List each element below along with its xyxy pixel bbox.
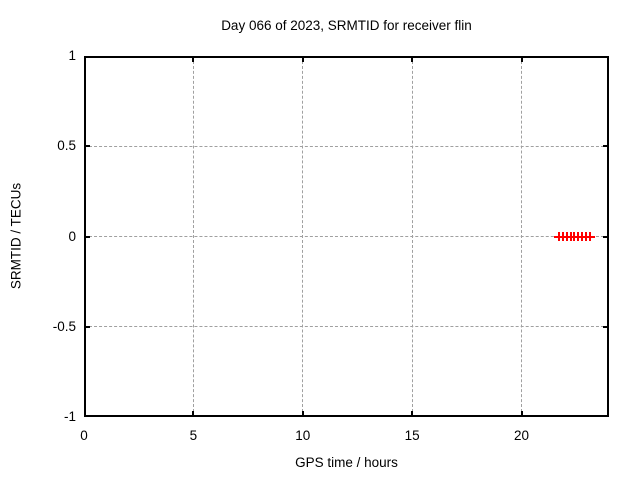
x-tick-mark-top — [520, 56, 523, 62]
x-tick-mark-top — [301, 56, 304, 62]
y-tick-mark-left — [84, 145, 90, 148]
plus-marker-horizontal-bar — [585, 235, 595, 238]
x-tick-mark-bottom — [301, 411, 304, 417]
y-tick-label: -1 — [63, 409, 76, 424]
y-tick-label: 0 — [68, 228, 76, 244]
y-tick-mark-right — [603, 235, 609, 238]
y-tick-label: -0.5 — [52, 318, 76, 334]
x-tick-mark-top — [411, 56, 414, 62]
y-tick-mark-left — [84, 235, 90, 238]
y-tick-mark-right — [603, 325, 609, 328]
x-axis-label: GPS time / hours — [295, 455, 398, 470]
grid-line-horizontal — [84, 236, 609, 237]
x-tick-label: 20 — [513, 428, 530, 443]
grid-line-horizontal — [84, 145, 609, 147]
x-tick-label: 15 — [404, 428, 420, 443]
y-tick-label: 0.5 — [57, 138, 76, 154]
x-tick-mark-bottom — [411, 411, 414, 417]
y-tick-mark-right — [603, 145, 609, 148]
x-tick-mark-top — [192, 56, 195, 62]
chart-title: Day 066 of 2023, SRMTID for receiver fli… — [221, 18, 472, 33]
y-tick-mark-left — [84, 325, 90, 328]
grid-line-horizontal — [84, 326, 609, 328]
x-tick-label: 0 — [80, 428, 88, 443]
data-point-marker — [585, 232, 595, 241]
x-tick-label: 10 — [295, 428, 311, 443]
x-tick-label: 5 — [189, 428, 198, 443]
y-tick-label: 1 — [68, 48, 76, 63]
x-tick-mark-bottom — [520, 411, 523, 417]
x-tick-mark-bottom — [192, 411, 195, 417]
